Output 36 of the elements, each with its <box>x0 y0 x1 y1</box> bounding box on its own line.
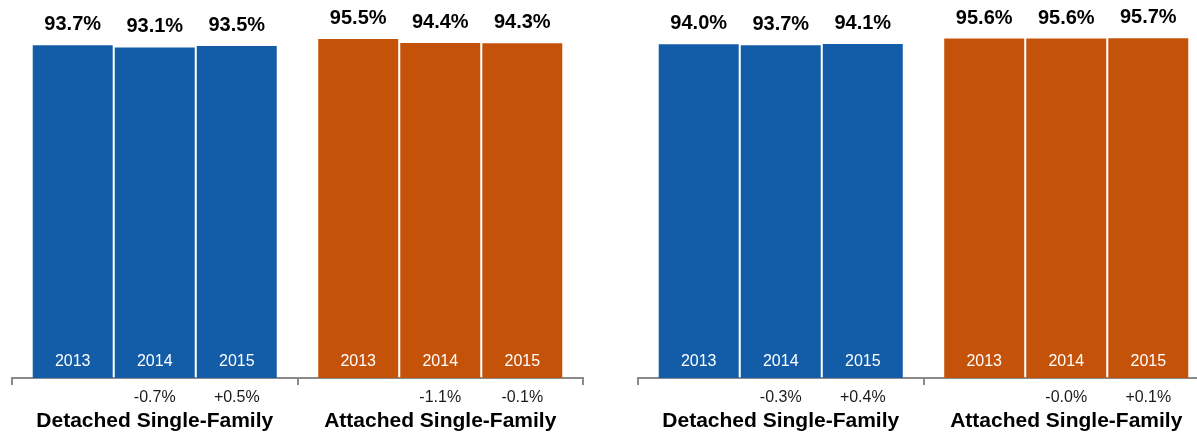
data-label: 94.1% <box>834 10 892 33</box>
series-label: 2014 <box>136 352 173 369</box>
text: -0.7% <box>133 388 176 405</box>
data-label: 93.5% <box>208 13 266 36</box>
text: +0.1% <box>1125 388 1172 405</box>
data-label: 94.3% <box>493 10 551 33</box>
series-label: 2014 <box>762 352 799 369</box>
x-tick-label: Detached Single-Family <box>662 408 900 432</box>
data-label: 95.7% <box>1119 5 1177 28</box>
data-label: 95.6% <box>1037 5 1095 28</box>
series-label: 2015 <box>844 352 881 369</box>
text: 2013 <box>966 352 1003 369</box>
text: -0.3% <box>759 388 802 405</box>
data-label: 93.7% <box>752 12 810 35</box>
text: 2015 <box>1130 352 1167 369</box>
x-tick-label: Attached Single-Family <box>324 408 557 432</box>
x-tick-label: Detached Single-Family <box>36 408 274 432</box>
data-label: 95.6% <box>955 5 1013 28</box>
data-label: 94.4% <box>411 9 469 32</box>
data-label: 95.5% <box>329 5 387 28</box>
text: -1.1% <box>419 388 462 405</box>
data-label: 94.0% <box>670 11 728 34</box>
x-tick-label: Attached Single-Family <box>950 408 1183 432</box>
text: -0.1% <box>501 388 544 405</box>
text: 2014 <box>1048 352 1085 369</box>
text: +0.5% <box>213 388 260 405</box>
text: 2015 <box>504 352 541 369</box>
data-label: 93.1% <box>126 14 184 37</box>
series-label: 2015 <box>218 352 255 369</box>
series-label: 2013 <box>680 352 717 369</box>
series-label: 2013 <box>54 352 91 369</box>
text: +0.4% <box>839 388 886 405</box>
text: 2013 <box>340 352 377 369</box>
data-label: 93.7% <box>44 12 102 35</box>
text: 2014 <box>422 352 459 369</box>
text: -0.0% <box>1045 388 1088 405</box>
